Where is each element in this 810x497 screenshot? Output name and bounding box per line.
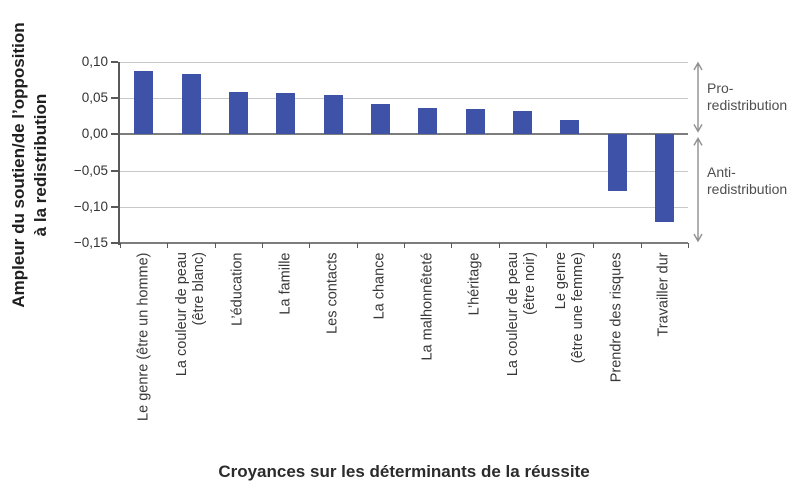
y-axis-tick	[111, 133, 118, 136]
bar	[370, 103, 390, 135]
double-arrow	[693, 61, 703, 133]
bar	[418, 108, 438, 135]
double-arrow	[693, 136, 703, 243]
y-axis-tick	[111, 61, 118, 63]
y-axis-title-line2: à la redistribution	[31, 93, 50, 237]
gridline	[120, 206, 688, 208]
x-axis-tick	[593, 243, 595, 248]
y-tick-label: −0,05	[73, 162, 108, 178]
x-category-label: La chance	[371, 252, 388, 319]
zero-line	[120, 133, 688, 136]
pro-label-line1: Pro-	[707, 80, 734, 96]
x-category-label: La malhonnêteté	[419, 252, 436, 361]
x-category-label: Prendre des risques	[608, 252, 625, 382]
bar	[512, 110, 532, 135]
x-axis-tick	[214, 243, 216, 248]
bar	[181, 73, 201, 135]
y-tick-label: 0,05	[81, 90, 108, 106]
gridline	[120, 62, 688, 63]
bar	[134, 70, 154, 135]
bar	[323, 95, 343, 135]
anti-label-line1: Anti-	[707, 164, 736, 180]
y-axis-title-line1: Ampleur du soutien/de l’opposition	[9, 22, 28, 308]
bar	[654, 134, 674, 222]
x-category-label: L’héritage	[466, 252, 483, 315]
x-axis-tick	[262, 243, 263, 248]
x-category-label: Le genre (être une femme)	[552, 252, 586, 364]
x-category-label: Les contacts	[324, 252, 341, 334]
y-tick-label: −0,10	[73, 198, 108, 214]
gridline	[120, 98, 688, 100]
x-axis-tick	[404, 243, 405, 248]
y-axis	[118, 62, 120, 245]
y-axis-title: Ampleur du soutien/de l’opposition à la …	[6, 0, 54, 330]
anti-label-line2: redistribution	[707, 181, 788, 197]
pro-redistribution-label: Pro- redistribution	[707, 80, 787, 114]
y-axis-tick	[111, 97, 118, 100]
anti-redistribution-label: Anti- redistribution	[707, 164, 787, 198]
x-axis-tick	[451, 243, 453, 248]
pro-label-line2: redistribution	[707, 97, 788, 113]
x-axis-tick	[120, 243, 121, 248]
y-axis-tick	[111, 205, 118, 208]
x-category-label: L’éducation	[229, 252, 246, 326]
x-axis-tick	[498, 243, 500, 248]
gridline	[120, 170, 688, 172]
bar	[465, 109, 485, 135]
bar	[607, 134, 627, 191]
x-category-label: Le genre (être un homme)	[135, 252, 152, 421]
y-tick-label: −0,15	[73, 235, 108, 250]
x-axis-tick	[640, 243, 642, 248]
y-axis-tick	[111, 169, 118, 172]
x-axis-tick	[167, 243, 169, 248]
bar	[276, 93, 296, 135]
x-category-label: La couleur de peau (être blanc)	[174, 252, 207, 377]
x-axis-title: Croyances sur les déterminants de la réu…	[218, 462, 590, 481]
y-tick-label: 0,00	[81, 126, 108, 142]
x-axis-tick	[546, 243, 547, 248]
x-axis-tick	[356, 243, 358, 248]
bar	[228, 92, 248, 135]
bar	[560, 119, 580, 135]
y-tick-label: 0,10	[81, 54, 108, 69]
y-axis-tick	[111, 242, 118, 244]
x-axis-tick	[688, 243, 689, 248]
x-category-label: La couleur de peau (être noir)	[505, 252, 539, 377]
x-category-label: Travailler dur	[655, 252, 672, 337]
x-axis-tick	[309, 243, 311, 248]
x-category-label: La famille	[277, 252, 294, 315]
